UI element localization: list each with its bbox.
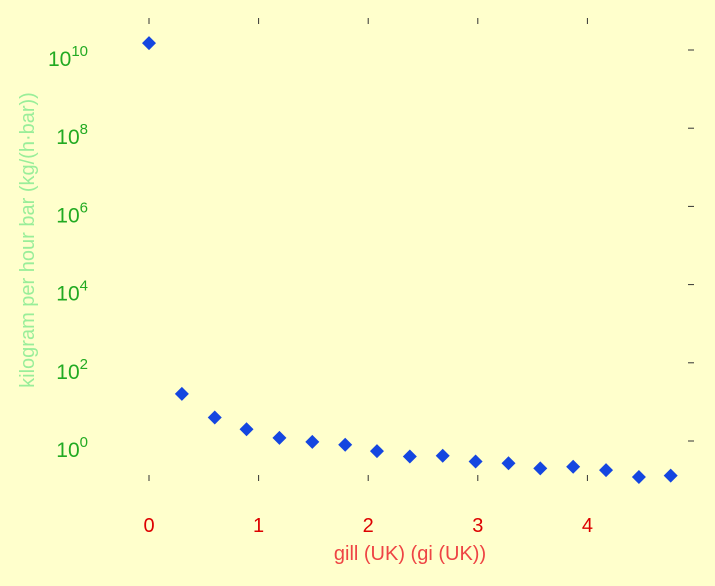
- y-tick-label: 1010: [48, 43, 88, 71]
- data-point: [272, 430, 287, 445]
- data-point: [501, 456, 516, 471]
- y-tick-label: 102: [56, 356, 88, 384]
- data-point: [435, 448, 450, 463]
- y-axis-label: kilogram per hour bar (kg/(h·bar)): [17, 92, 39, 388]
- data-point: [174, 386, 189, 401]
- data-point: [663, 468, 678, 483]
- x-tick-label: 4: [582, 515, 593, 537]
- data-point: [207, 410, 222, 425]
- x-tick-labels: 0 1 2 3 4: [143, 515, 593, 537]
- x-tick-label: 1: [253, 515, 264, 537]
- y-tick-labels: 100 102 104 106 108 1010: [48, 43, 88, 462]
- data-point: [631, 470, 646, 485]
- data-point: [142, 36, 156, 51]
- y-tick-label: 106: [56, 199, 88, 227]
- data-point: [338, 437, 353, 452]
- data-point: [305, 434, 320, 449]
- x-tick-label: 3: [472, 515, 483, 537]
- bottom-axis-ticks: [148, 475, 588, 481]
- data-point: [468, 454, 483, 469]
- data-point: [566, 459, 581, 474]
- y-tick-label: 108: [56, 121, 88, 149]
- x-axis-label: gill (UK) (gi (UK)): [334, 543, 486, 565]
- y-tick-label: 104: [56, 278, 88, 306]
- data-point: [369, 444, 384, 459]
- x-tick-label: 0: [143, 515, 154, 537]
- data-point: [402, 449, 417, 464]
- data-point: [533, 461, 548, 476]
- x-tick-label: 2: [363, 515, 374, 537]
- data-point: [239, 422, 254, 437]
- top-axis-ticks: [148, 18, 588, 24]
- data-markers: [142, 36, 678, 485]
- right-axis-ticks: [688, 49, 694, 442]
- y-tick-label: 100: [56, 434, 88, 462]
- data-point: [599, 463, 614, 478]
